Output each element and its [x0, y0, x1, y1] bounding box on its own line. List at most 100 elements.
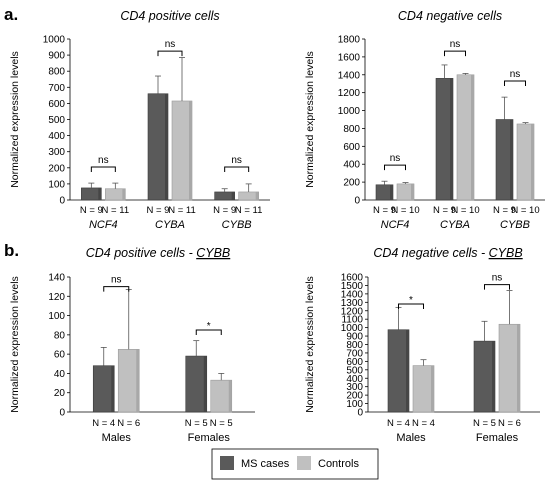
- significance-ns: ns: [390, 153, 401, 164]
- significance-ns: ns: [165, 39, 176, 50]
- category-label: NCF4: [89, 219, 118, 231]
- category-label: CYBA: [155, 219, 185, 231]
- y-tick-label: 500: [48, 115, 65, 126]
- n-label: N = 9: [493, 205, 516, 216]
- significance-bracket: [157, 50, 183, 57]
- significance-bracket: [224, 166, 250, 172]
- bar: [185, 355, 208, 413]
- y-axis-label: Normalized expression levels: [304, 276, 316, 413]
- chart-title: CD4 positive cells - CYBB: [86, 246, 231, 260]
- bar-shade: [189, 100, 192, 200]
- bar-shade: [203, 356, 207, 412]
- y-tick-label: 400: [346, 374, 363, 385]
- category-label: NCF4: [381, 219, 410, 231]
- y-tick-label: 600: [346, 357, 363, 368]
- legend-swatch-controls: [297, 456, 311, 470]
- bar: [387, 329, 410, 413]
- significance-star: *: [207, 321, 211, 332]
- bar-shade: [431, 365, 434, 412]
- bar-shade: [390, 184, 393, 200]
- significance-ns: ns: [111, 275, 122, 286]
- significance-bracket: [504, 80, 526, 87]
- category-label: Males: [396, 432, 426, 444]
- y-tick-label: 600: [48, 99, 65, 110]
- y-tick-label: 100: [48, 179, 65, 190]
- n-label: N = 10: [451, 205, 479, 216]
- bar-shade: [517, 324, 520, 412]
- chart-title-text: CD4 positive cells: [120, 9, 219, 23]
- n-label: N = 4: [387, 418, 410, 429]
- y-tick-label: 0: [59, 408, 65, 419]
- y-tick-label: 1000: [341, 323, 364, 334]
- y-tick-label: 600: [343, 142, 360, 153]
- legend-label-controls: Controls: [318, 458, 359, 470]
- significance-ns: ns: [492, 273, 503, 284]
- chart-title-text: CD4 positive cells -: [86, 246, 196, 260]
- category-label: CYBB: [222, 219, 252, 231]
- y-tick-label: 700: [48, 83, 65, 94]
- n-label: N = 11: [168, 205, 196, 216]
- y-tick-label: 400: [48, 131, 65, 142]
- n-label: N = 6: [117, 418, 140, 429]
- n-label: N = 9: [80, 205, 103, 216]
- legend-box: [211, 448, 379, 480]
- y-tick-label: 100: [48, 311, 65, 322]
- chart-title-text: CD4 negative cells -: [373, 246, 488, 260]
- n-label: N = 10: [511, 205, 539, 216]
- category-label: Females: [188, 432, 231, 444]
- n-label: N = 6: [498, 418, 521, 429]
- significance-ns: ns: [510, 69, 521, 80]
- y-tick-label: 1400: [341, 289, 364, 300]
- bar-shade: [165, 93, 168, 200]
- legend-swatch-ms-cases: [220, 456, 234, 470]
- significance-star: *: [409, 295, 413, 306]
- chart-cd4-negative-cybb: CD4 negative cells - CYBB Normalized expr…: [304, 246, 540, 444]
- y-tick-label: 300: [346, 382, 363, 393]
- n-label: N = 11: [235, 205, 263, 216]
- y-tick-label: 1000: [338, 106, 361, 117]
- significance-bracket: [398, 303, 424, 309]
- chart-title-gene: CYBB: [196, 246, 230, 260]
- y-tick-label: 80: [54, 330, 66, 341]
- y-tick-label: 800: [48, 67, 65, 78]
- y-tick-label: 200: [346, 391, 363, 402]
- bar: [92, 365, 115, 413]
- legend: MS cases Controls: [211, 448, 379, 480]
- bar-shade: [111, 365, 115, 412]
- y-tick-label: 140: [48, 273, 65, 284]
- y-tick-label: 800: [343, 124, 360, 135]
- bar-shade: [122, 188, 126, 200]
- bar: [210, 379, 233, 413]
- n-label: N = 9: [213, 205, 236, 216]
- y-tick-label: 0: [354, 196, 360, 207]
- significance-bracket: [384, 164, 406, 171]
- bar-shade: [231, 191, 235, 200]
- chart-title: CD4 negative cells - CYBB: [373, 246, 522, 260]
- significance-bracket: [103, 286, 130, 292]
- y-tick-label: 1800: [338, 35, 361, 46]
- panel-a-label: a.: [4, 5, 18, 24]
- y-tick-label: 500: [346, 365, 363, 376]
- bar-shade: [136, 349, 140, 412]
- y-tick-label: 1200: [338, 88, 361, 99]
- y-tick-label: 0: [357, 408, 363, 419]
- y-tick-label: 1400: [338, 70, 361, 81]
- y-tick-label: 1100: [341, 315, 363, 326]
- y-axis-label: Normalized expression levels: [9, 276, 21, 413]
- y-tick-label: 100: [346, 399, 363, 410]
- panel-b-label: b.: [4, 241, 19, 260]
- n-label: N = 5: [210, 418, 233, 429]
- n-label: N = 4: [412, 418, 435, 429]
- n-label: N = 5: [185, 418, 208, 429]
- chart-title-gene: CYBB: [489, 246, 523, 260]
- n-label: N = 9: [373, 205, 396, 216]
- bar-shade: [471, 74, 474, 200]
- significance-ns: ns: [231, 155, 242, 166]
- y-tick-label: 200: [48, 163, 65, 174]
- category-label: CYBB: [500, 219, 530, 231]
- chart-title: CD4 positive cells: [120, 9, 219, 23]
- bar-shade: [510, 119, 513, 200]
- y-tick-label: 60: [54, 350, 66, 361]
- legend-label-ms-cases: MS cases: [241, 458, 290, 470]
